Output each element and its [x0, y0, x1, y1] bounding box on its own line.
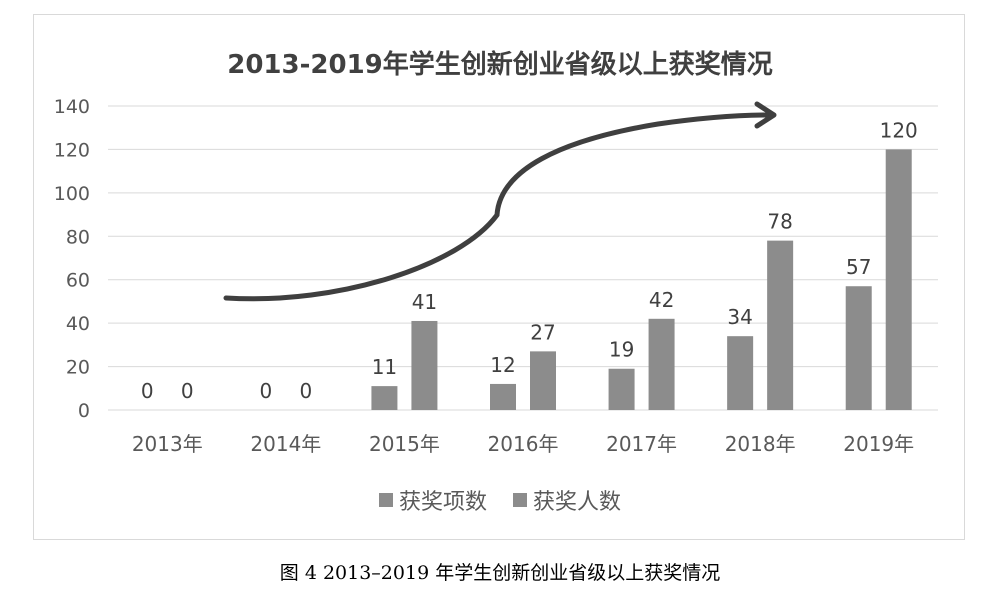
x-tick-label: 2013年: [132, 432, 203, 456]
chart-frame: [33, 14, 965, 540]
data-label-award-people: 120: [880, 118, 918, 142]
x-tick-label: 2018年: [725, 432, 796, 456]
legend: 获奖项数 获奖人数: [0, 484, 1000, 516]
bar-award-count: [490, 383, 516, 410]
legend-item-count: 获奖项数: [378, 484, 487, 516]
data-label-award-people: 41: [412, 290, 437, 314]
bar-award-people: [530, 351, 556, 410]
x-tick-label: 2017年: [606, 432, 677, 456]
data-label-award-people: 0: [299, 379, 312, 403]
x-axis-ticks: 2013年 2014年 2015年 2016年 2017年 2018年 2019年: [132, 432, 914, 456]
chart-title: 2013-2019年学生创新创业省级以上获奖情况: [227, 50, 773, 80]
bar-award-people: [411, 320, 438, 410]
bars: [371, 149, 912, 410]
legend-item-people: 获奖人数: [513, 484, 621, 516]
x-tick-label: 2015年: [369, 432, 440, 456]
trend-arrow-head: [754, 101, 777, 129]
data-label-award-count: 0: [259, 379, 272, 403]
bar-award-count: [727, 336, 754, 410]
legend-label-people: 获奖人数: [533, 490, 622, 515]
legend-label-count: 获奖项数: [398, 490, 487, 515]
y-tick-label: 140: [54, 96, 90, 118]
y-axis-ticks: 0 20 40 60 80 100 120 140: [54, 96, 90, 422]
data-label-award-people: 27: [530, 320, 555, 344]
y-tick-label: 40: [66, 313, 90, 335]
bar-award-count: [371, 386, 398, 410]
data-label-award-people: 0: [181, 379, 194, 403]
gridlines: [108, 105, 938, 411]
legend-swatch-people: [513, 493, 527, 507]
legend-swatch-count: [378, 493, 393, 507]
data-label-award-count: 57: [846, 255, 871, 279]
data-label-award-count: 12: [490, 353, 515, 377]
data-labels: 0 0 0 0 11 41 12 27 19 42 34 78 57 120: [141, 118, 918, 403]
data-label-award-count: 11: [372, 355, 397, 379]
y-tick-label: 20: [66, 357, 90, 379]
y-tick-label: 0: [78, 400, 90, 422]
data-label-award-count: 34: [727, 305, 752, 329]
y-tick-label: 60: [66, 270, 90, 292]
x-tick-label: 2014年: [250, 432, 321, 456]
data-label-award-count: 19: [609, 338, 634, 362]
y-tick-label: 120: [54, 139, 90, 161]
data-label-award-count: 0: [141, 379, 154, 403]
y-tick-label: 100: [54, 183, 90, 205]
figure-caption: 图 4 2013–2019 年学生创新创业省级以上获奖情况: [279, 562, 721, 584]
x-tick-label: 2016年: [488, 432, 559, 456]
bar-award-count: [845, 286, 872, 410]
data-label-award-people: 42: [649, 288, 674, 312]
data-label-award-people: 78: [767, 210, 792, 234]
y-tick-label: 80: [66, 226, 90, 248]
bar-award-people: [767, 240, 794, 410]
bar-award-people: [648, 318, 675, 410]
bar-award-count: [608, 368, 635, 410]
x-tick-label: 2019年: [843, 432, 914, 456]
trend-arrow-curve: [223, 112, 773, 302]
trend-arrow: [223, 101, 777, 302]
bar-award-people: [885, 149, 912, 410]
